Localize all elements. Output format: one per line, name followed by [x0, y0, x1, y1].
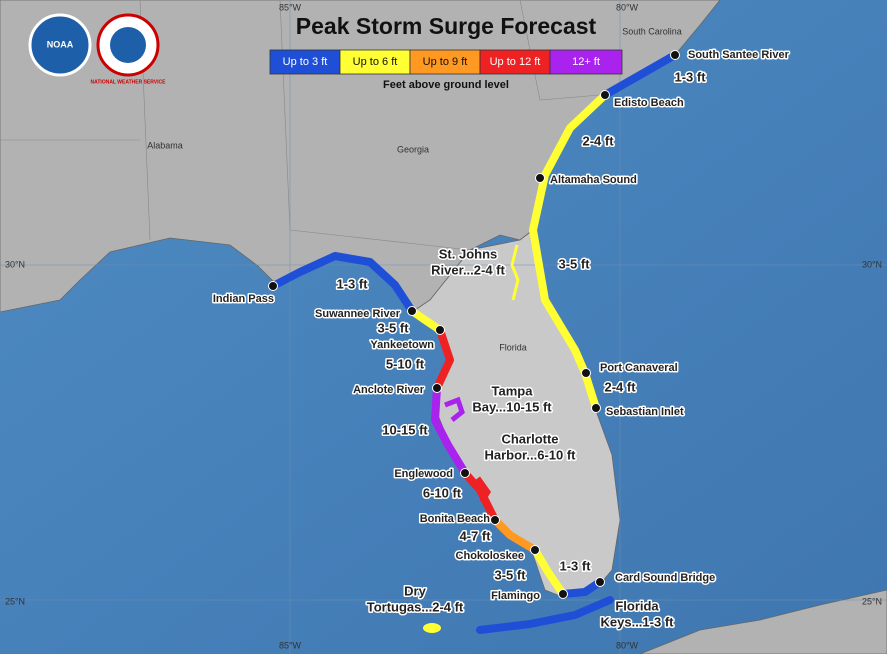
state-label: Florida	[499, 342, 527, 352]
surge-area	[510, 244, 520, 301]
title: Peak Storm Surge Forecast	[296, 13, 597, 39]
cuba	[639, 589, 887, 655]
location-label: Chokoloskee	[456, 550, 524, 562]
location-dot	[432, 383, 442, 393]
location-dot	[535, 173, 545, 183]
location-label: Englewood	[394, 468, 453, 480]
area-label: Tampa	[492, 383, 534, 398]
location-label: Card Sound Bridge	[615, 572, 715, 584]
area-label: Harbor...6-10 ft	[484, 447, 576, 462]
surge-segment	[531, 546, 567, 598]
surge-segment	[461, 469, 499, 524]
border	[519, 0, 601, 101]
legend-note: Feet above ground level	[383, 79, 509, 91]
graticule-label: 85°W	[279, 640, 302, 650]
segment-label: 1-3 ft	[559, 558, 591, 573]
location-dot	[600, 90, 610, 100]
segment-label: 3-5 ft	[558, 256, 590, 271]
surge-segment	[431, 384, 469, 477]
location-dot	[670, 50, 680, 60]
graticule-label: 85°W	[279, 2, 302, 12]
location-label: Yankeetown	[370, 339, 434, 351]
surge-segment	[433, 326, 454, 392]
area-label: St. Johns	[439, 246, 498, 261]
graticule-label: 30°N	[862, 259, 882, 269]
segment-label: 2-4 ft	[604, 379, 636, 394]
surge-segment	[408, 307, 444, 334]
location-dot	[595, 577, 605, 587]
location-dot	[558, 589, 568, 599]
legend-label: Up to 12 ft	[490, 56, 541, 68]
legend-label: Up to 3 ft	[283, 56, 328, 68]
location-label: Indian Pass	[213, 293, 274, 305]
segment-label: 1-3 ft	[336, 276, 368, 291]
area-label: Florida	[615, 598, 659, 613]
location-label: Suwannee River	[315, 308, 401, 320]
legend-swatch	[549, 49, 623, 75]
legend: Up to 3 ft Up to 6 ft Up to 9 ft Up to 12 f…	[269, 49, 623, 75]
logo-text: NOAA	[47, 39, 74, 49]
surge-area	[475, 476, 491, 504]
area-label: Dry	[404, 583, 426, 598]
legend-swatch	[269, 49, 341, 75]
state-label: South Carolina	[622, 26, 682, 36]
location-label: Edisto Beach	[614, 97, 684, 109]
area-label: Charlotte	[501, 431, 558, 446]
location-dot	[591, 403, 601, 413]
location-dot	[268, 281, 278, 291]
graticule-label: 80°W	[616, 2, 639, 12]
surge-area	[444, 396, 465, 422]
surge-segment	[601, 51, 679, 99]
segment-label: 10-15 ft	[382, 422, 428, 437]
legend-label: 12+ ft	[572, 56, 600, 68]
legend-label: Up to 9 ft	[423, 56, 468, 68]
area-label: Keys...1-3 ft	[601, 614, 675, 629]
surge-area	[423, 623, 441, 633]
location-dot	[407, 306, 417, 316]
segment-label: 4-7 ft	[459, 528, 491, 543]
nws-logo-inner	[110, 27, 146, 63]
location-label: Sebastian Inlet	[606, 406, 684, 418]
location-label: Bonita Beach	[420, 513, 491, 525]
segment-label: 3-5 ft	[377, 320, 409, 335]
location-dot	[435, 325, 445, 335]
segment-label: 6-10 ft	[423, 485, 462, 500]
segment-label: 2-4 ft	[582, 133, 614, 148]
surge-segment	[269, 252, 416, 315]
segment-label: 3-5 ft	[494, 567, 526, 582]
location-dot	[581, 368, 591, 378]
location-label: Port Canaveral	[600, 362, 678, 374]
logo-text: NATIONAL WEATHER SERVICE	[91, 79, 167, 85]
graticule-label: 80°W	[616, 640, 639, 650]
location-label: Anclote River	[353, 384, 425, 396]
legend-label: Up to 6 ft	[353, 56, 398, 68]
graticule-label: 25°N	[862, 596, 882, 606]
graticule-label: 30°N	[5, 259, 25, 269]
segment-label: 5-10 ft	[386, 356, 425, 371]
location-dot	[530, 545, 540, 555]
location-dot	[460, 468, 470, 478]
area-label: Tortugas...2-4 ft	[367, 599, 464, 614]
logos	[28, 13, 160, 77]
location-dot	[490, 515, 500, 525]
legend-swatch	[409, 49, 481, 75]
location-label: Flamingo	[491, 590, 540, 602]
graticule-label: 25°N	[5, 596, 25, 606]
overlay: South Santee River Edisto Beach Altamaha S…	[5, 2, 882, 650]
surge-segment	[491, 516, 539, 554]
surge-segment	[476, 596, 614, 634]
state-label: Georgia	[397, 144, 429, 154]
state-label: Alabama	[147, 140, 183, 150]
area-label: River...2-4 ft	[431, 262, 505, 277]
location-label: South Santee River	[688, 49, 790, 61]
segment-label: 1-3 ft	[674, 69, 706, 84]
noaa-logo	[28, 13, 92, 77]
location-label: Altamaha Sound	[550, 174, 637, 186]
area-label: Bay...10-15 ft	[472, 399, 552, 414]
surge-segment	[559, 578, 604, 598]
